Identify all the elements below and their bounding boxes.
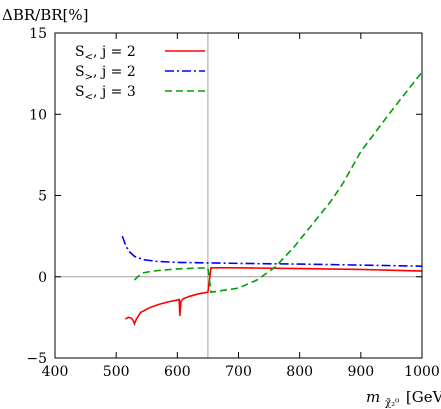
- x-axis-title: m χ̃₂⁰ [GeV]: [366, 388, 441, 409]
- series-line-2: [121, 235, 423, 267]
- y-tick-label: 0: [38, 270, 47, 286]
- y-axis-title: ΔBR/BR[%]: [2, 6, 88, 24]
- x-tick-label: 400: [42, 364, 69, 380]
- legend-label-2: S>, j = 2: [75, 64, 136, 83]
- legend: S<, j = 2S>, j = 2S<, j = 3: [75, 44, 205, 103]
- legend-label-1: S<, j = 2: [75, 44, 136, 63]
- x-axis-title-subscript: χ̃₂⁰: [385, 398, 399, 409]
- x-axis-title-unit: [GeV]: [406, 388, 441, 406]
- y-tick-label: 5: [38, 189, 47, 205]
- legend-label-3: S<, j = 3: [75, 84, 136, 103]
- x-tick-label: 500: [103, 364, 130, 380]
- plot-frame: [54, 32, 423, 359]
- x-axis-title-main: m: [366, 388, 380, 406]
- x-tick-label: 1000: [404, 364, 440, 380]
- x-tick-label: 800: [286, 364, 313, 380]
- series-line-1: [124, 267, 423, 327]
- axis-ticks: 400 500 600 700 800 900 1000 −5 0 5 10 15: [26, 26, 439, 380]
- x-tick-label: 900: [347, 364, 374, 380]
- reference-lines: [55, 33, 422, 358]
- svg-text:m χ̃₂⁰ [GeV]: m χ̃₂⁰ [GeV]: [366, 388, 441, 409]
- y-tick-label: 15: [29, 26, 47, 42]
- series-line-3: [133, 71, 423, 294]
- y-tick-label: 10: [29, 107, 47, 123]
- y-tick-label: −5: [26, 351, 47, 367]
- series-lines: [121, 71, 423, 327]
- x-tick-label: 700: [225, 364, 252, 380]
- x-tick-label: 600: [164, 364, 191, 380]
